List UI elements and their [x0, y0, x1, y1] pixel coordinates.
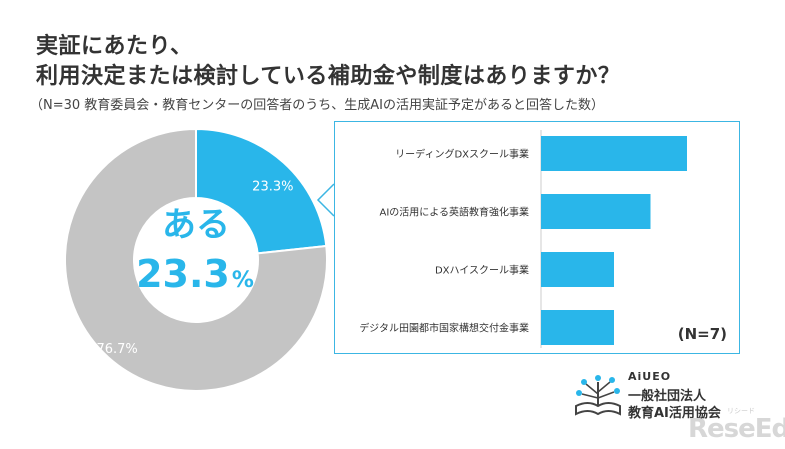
pie-slice-1 — [195, 127, 328, 255]
title-line-2: 利用決定または検討している補助金や制度はありますか？ — [36, 64, 621, 89]
bar-chart-panel: リーディングDXスクール事業 AIの活用による英語教育強化事業 DXハイスクール事業… — [334, 121, 740, 354]
bar-1 — [541, 136, 687, 171]
pie-slice-2 — [64, 127, 328, 392]
center-label: ある — [162, 205, 230, 245]
watermark: ReseEd — [688, 414, 785, 444]
logo-brand: AiUEO — [628, 370, 672, 383]
pie-data-label-1: 23.3% — [252, 180, 293, 195]
subtitle: （N=30 教育委員会・教育センターの回答者のうち、生成AIの活用実証予定がある… — [30, 98, 605, 113]
bar-category-label-2: AIの活用による英語教育強化事業 — [380, 206, 530, 219]
title-line-1: 実証にあたり、 — [36, 34, 193, 59]
callout-connector — [316, 183, 335, 217]
bar-category-label-1: リーディングDXスクール事業 — [395, 148, 529, 161]
bar-category-label-4: デジタル田園都市国家構想交付金事業 — [359, 322, 529, 335]
bar-category-label-3: DXハイスクール事業 — [435, 264, 529, 277]
logo-org-name: 教育AI活用協会 — [628, 406, 721, 421]
bar-3 — [541, 252, 614, 287]
center-value: 23.3% — [136, 252, 254, 296]
bar-4 — [541, 310, 614, 345]
bar-2 — [541, 194, 651, 229]
pie-data-label-2: 76.7% — [96, 342, 137, 357]
watermark-small: リシード — [727, 407, 755, 415]
bar-chart: リーディングDXスクール事業 AIの活用による英語教育強化事業 DXハイスクール事業… — [359, 130, 687, 348]
logo-org-type: 一般社団法人 — [628, 389, 707, 404]
book-tree-logo-icon — [575, 375, 621, 416]
panel-sample-size: (N=7) — [677, 325, 727, 343]
